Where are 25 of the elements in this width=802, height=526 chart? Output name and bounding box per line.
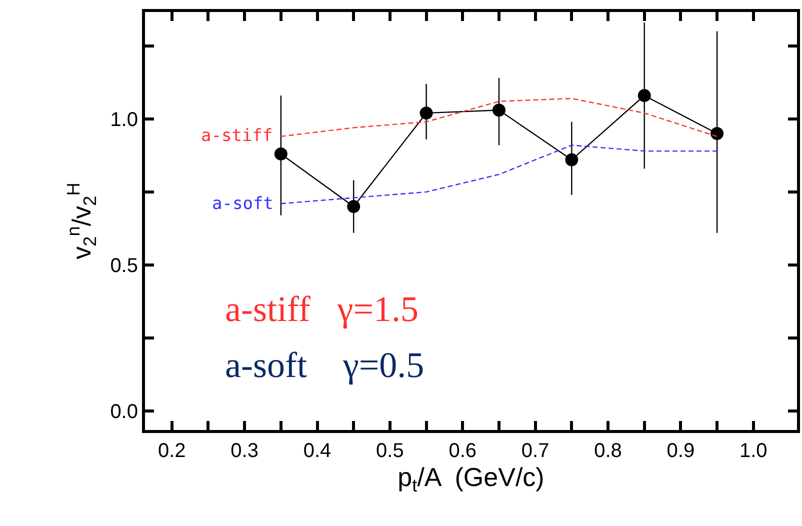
point bbox=[492, 104, 506, 117]
point bbox=[638, 89, 651, 102]
x-tick-label: 0.3 bbox=[230, 440, 258, 462]
point bbox=[347, 200, 360, 214]
point bbox=[274, 147, 288, 160]
point bbox=[565, 153, 578, 166]
y-tick-label: 1.0 bbox=[110, 108, 138, 131]
annotation: a-soft γ=0.5 bbox=[225, 345, 424, 385]
x-tick-label: 0.2 bbox=[158, 440, 186, 462]
series-label: a-stiff bbox=[201, 126, 273, 146]
point bbox=[710, 127, 724, 140]
x-tick-label: 0.9 bbox=[666, 440, 695, 462]
x-tick-label: 0.5 bbox=[376, 440, 404, 462]
x-tick-label: 1.0 bbox=[739, 440, 768, 462]
x-tick-label: 0.4 bbox=[303, 440, 332, 462]
series-label: a-soft bbox=[212, 194, 274, 214]
y-tick-label: 0.5 bbox=[110, 254, 138, 277]
line-series bbox=[280, 144, 718, 204]
point bbox=[420, 106, 433, 120]
y-tick-label: 0.0 bbox=[110, 401, 138, 424]
x-tick-label: 0.6 bbox=[448, 440, 477, 462]
x-tick-label: 0.8 bbox=[594, 440, 622, 462]
annotation: a-stiff γ=1.5 bbox=[225, 289, 419, 329]
x-tick-label: 0.7 bbox=[521, 440, 550, 462]
x-axis-title: p$_{t}$/A (GeV/c) bbox=[398, 462, 544, 496]
